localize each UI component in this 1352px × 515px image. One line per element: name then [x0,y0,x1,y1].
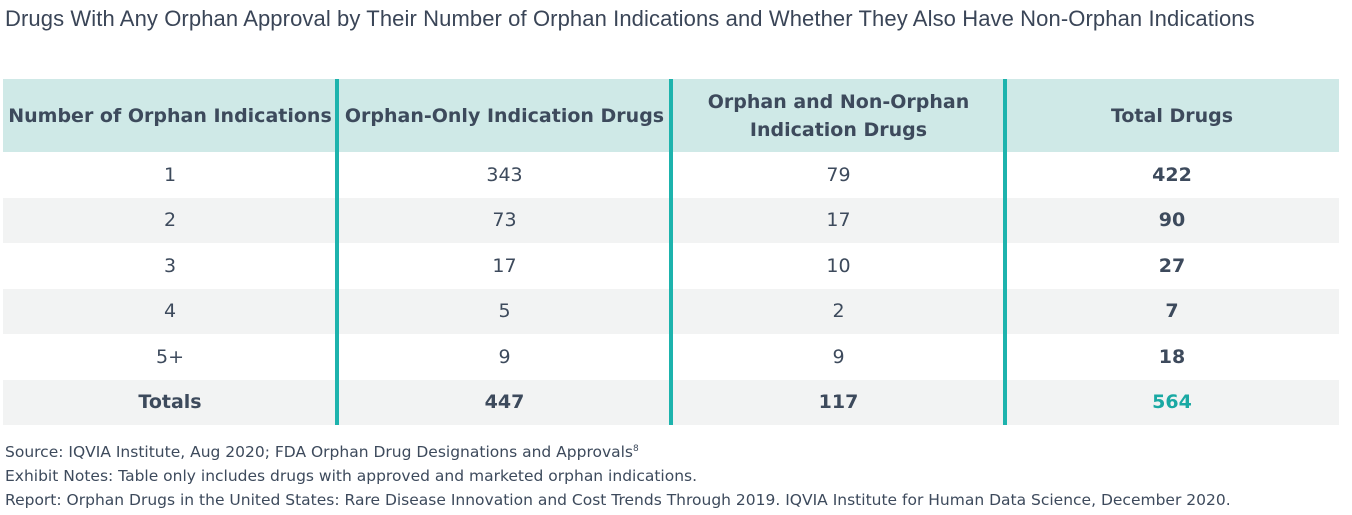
table-cell: 4 [163,300,177,322]
table-row: 3 17 10 27 [3,243,1339,288]
table-cell: 2 [163,209,177,231]
source-footnote-marker: 8 [633,443,639,454]
column-header-orphan-indications: Number of Orphan Indications [8,104,332,127]
table-cell: 90 [1158,209,1186,231]
table-cell: 2 [832,300,845,322]
column-divider [335,79,339,425]
column-header-orphan-only: Orphan-Only Indication Drugs [344,104,665,127]
table-cell: 343 [486,163,523,186]
chart-title: Drugs With Any Orphan Approval by Their … [5,6,1255,31]
table-cell: 17 [492,254,517,277]
table-cell: 564 [1152,391,1192,413]
column-header-total-drugs: Total Drugs [1110,104,1234,127]
table-cell: 73 [492,209,517,231]
column-divider [1003,79,1007,425]
table-cell: 117 [818,391,859,413]
column-divider [669,79,673,425]
exhibit-notes: Exhibit Notes: Table only includes drugs… [5,467,698,485]
table-cell: Totals [138,391,202,413]
table-cell: 10 [826,254,851,277]
table-cell: 7 [1165,300,1179,322]
report-citation: Report: Orphan Drugs in the United State… [5,491,1231,509]
table-cell: 79 [826,163,851,186]
table-cell: 27 [1158,254,1186,277]
table-cell: 18 [1158,345,1186,368]
table-cell: 9 [832,345,845,368]
table-cell: 1 [163,163,177,186]
data-table: Number of Orphan Indications Orphan-Only… [3,79,1339,425]
table-row: 5+ 9 9 18 [3,334,1339,379]
source-note: Source: IQVIA Institute, Aug 2020; FDA O… [5,443,639,461]
table-row: 1 343 79 422 [3,152,1339,197]
source-text: Source: IQVIA Institute, Aug 2020; FDA O… [5,443,634,461]
table-cell: 422 [1152,163,1192,186]
table-cell: 5 [498,300,511,322]
column-header-orphan-and-non-orphan: Orphan and Non-Orphan Indication Drugs [707,90,970,141]
table-cell: 3 [163,254,177,277]
table-cell: 17 [826,209,851,231]
table-cell: 9 [498,345,511,368]
table-cell: 447 [484,391,525,413]
table-cell: 5+ [155,345,184,368]
